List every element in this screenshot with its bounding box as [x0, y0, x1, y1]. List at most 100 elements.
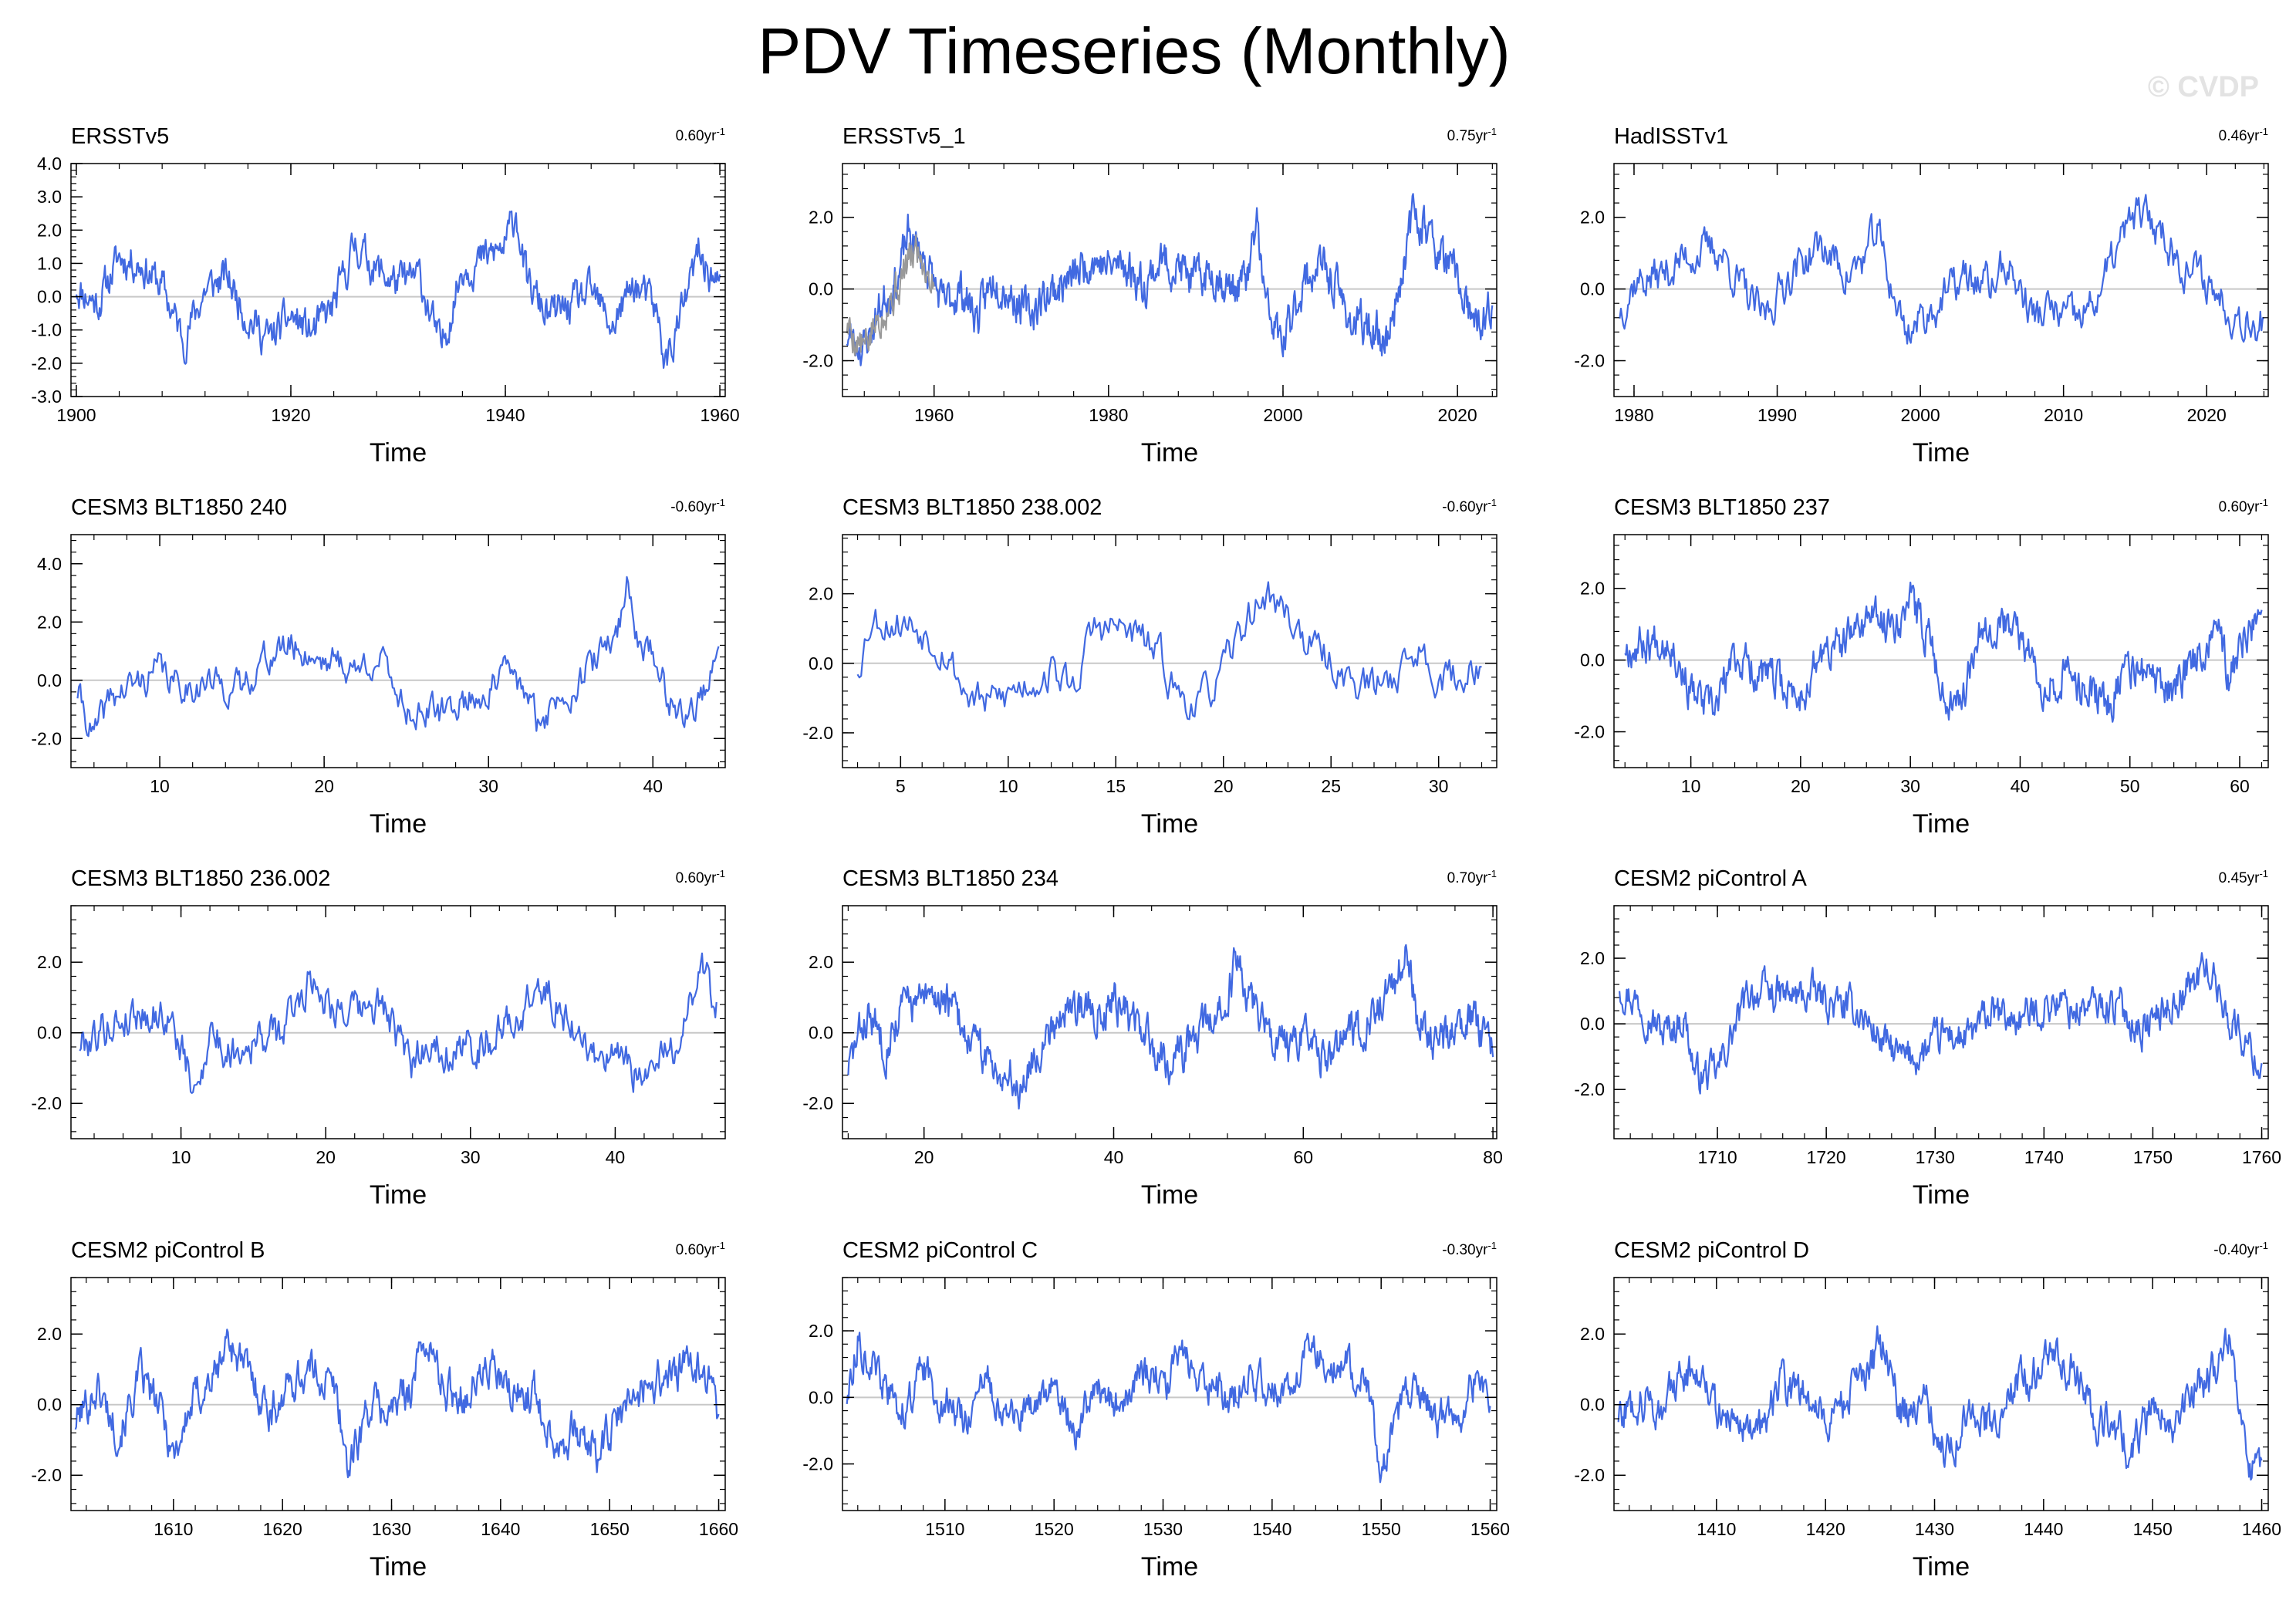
y-tick-label: -2.0 — [1574, 1079, 1605, 1099]
y-tick-label: -2.0 — [31, 728, 62, 748]
series-line — [1619, 194, 2265, 345]
x-tick-label: 1920 — [271, 405, 310, 425]
x-axis-label: Time — [1913, 1552, 1970, 1582]
x-tick-label: 60 — [2230, 776, 2250, 796]
y-tick-label: -2.0 — [1574, 351, 1605, 371]
x-axis-label: Time — [1141, 809, 1198, 839]
x-tick-label: 1960 — [914, 405, 954, 425]
x-tick-label: 1550 — [1362, 1519, 1401, 1539]
y-tick-label: 0.0 — [37, 1023, 62, 1043]
x-tick-label: 1510 — [925, 1519, 964, 1539]
y-tick-label: 0.0 — [809, 279, 833, 299]
y-tick-label: 2.0 — [1580, 208, 1605, 228]
x-tick-label: 1940 — [485, 405, 525, 425]
panel-title: CESM2 piControl B — [71, 1238, 265, 1263]
x-tick-label: 1560 — [1470, 1519, 1510, 1539]
y-tick-label: -1.0 — [31, 320, 62, 340]
trend-label: 0.75yr-1 — [1447, 126, 1497, 145]
panel-12: CESM2 piControl D -0.40yr-1 1410 1420 1430 14… — [1574, 1238, 2281, 1582]
series-line — [1619, 952, 2263, 1095]
x-axis-label: Time — [370, 1180, 427, 1210]
x-tick-label: 1610 — [154, 1519, 193, 1539]
y-tick-label: 2.0 — [809, 584, 833, 604]
panel-6: CESM3 BLT1850 237 0.60yr-1 10 20 30 40 50 60 -2.… — [1574, 495, 2269, 839]
x-tick-label: 30 — [1429, 776, 1449, 796]
x-tick-label: 20 — [316, 1147, 336, 1167]
panel-11: CESM2 piControl C -0.30yr-1 1510 1520 1530 15… — [802, 1238, 1510, 1582]
panel-2: ERSSTv5_1 0.75yr-1 1960 1980 2000 2020 -2.0 0.0… — [802, 124, 1497, 468]
panel-title: CESM3 BLT1850 240 — [71, 495, 287, 520]
x-tick-label: 1980 — [1089, 405, 1128, 425]
panel-title: ERSSTv5 — [71, 124, 169, 149]
trend-label: 0.46yr-1 — [2219, 126, 2268, 145]
y-tick-label: 0.0 — [1580, 650, 1605, 670]
panel-9: CESM2 piControl A 0.45yr-1 1710 1720 1730 174… — [1574, 866, 2281, 1210]
y-tick-label: -2.0 — [31, 1465, 62, 1485]
x-axis-label: Time — [1913, 1180, 1970, 1210]
x-tick-label: 20 — [1214, 776, 1234, 796]
plot-frame — [842, 163, 1497, 397]
x-tick-label: 1710 — [1697, 1147, 1737, 1167]
panel-title: CESM3 BLT1850 234 — [842, 866, 1059, 891]
plot-frame — [1613, 534, 2269, 768]
y-tick-label: -2.0 — [802, 351, 833, 371]
panel-1: ERSSTv5 0.60yr-1 1900 1920 1940 1960 -3.0 -2.0 -… — [31, 124, 739, 468]
figure-title: PDV Timeseries (Monthly) — [758, 15, 1511, 87]
plot-frame — [70, 534, 726, 768]
panel-title: CESM2 piControl C — [842, 1238, 1038, 1263]
x-tick-label: 10 — [998, 776, 1018, 796]
plot-frame — [1613, 905, 2269, 1139]
x-tick-label: 1530 — [1143, 1519, 1183, 1539]
x-tick-label: 1900 — [56, 405, 96, 425]
panel-7: CESM3 BLT1850 236.002 0.60yr-1 10 20 30 40 -2.… — [31, 866, 726, 1210]
y-tick-label: 2.0 — [37, 220, 62, 240]
x-tick-label: 1630 — [372, 1519, 411, 1539]
x-tick-label: 1450 — [2133, 1519, 2173, 1539]
panel-4: CESM3 BLT1850 240 -0.60yr-1 10 20 30 40 -2.0 0.… — [31, 495, 726, 839]
y-tick-label: 4.0 — [37, 154, 62, 174]
panel-title: CESM3 BLT1850 236.002 — [71, 866, 330, 891]
x-tick-label: 1540 — [1252, 1519, 1292, 1539]
x-tick-label: 2000 — [1901, 405, 1940, 425]
panel-title: HadISSTv1 — [1614, 124, 1728, 149]
y-tick-label: 2.0 — [1580, 948, 1605, 968]
x-tick-label: 15 — [1106, 776, 1126, 796]
y-tick-label: 2.0 — [1580, 1324, 1605, 1344]
trend-label: 0.60yr-1 — [676, 126, 725, 145]
panel-title: CESM2 piControl A — [1614, 866, 1807, 891]
x-tick-label: 1750 — [2133, 1147, 2173, 1167]
y-tick-label: -3.0 — [31, 387, 62, 407]
y-tick-label: 2.0 — [809, 208, 833, 228]
y-tick-label: 0.0 — [1580, 279, 1605, 299]
y-tick-label: 0.0 — [809, 1023, 833, 1043]
x-tick-label: 1760 — [2242, 1147, 2281, 1167]
panel-title: CESM2 piControl D — [1614, 1238, 1809, 1263]
x-tick-label: 30 — [478, 776, 498, 796]
y-tick-label: -2.0 — [802, 723, 833, 743]
x-tick-label: 1740 — [2024, 1147, 2064, 1167]
trend-label: 0.70yr-1 — [1447, 868, 1497, 887]
x-tick-label: 40 — [643, 776, 663, 796]
plot-frame — [842, 1277, 1497, 1511]
x-tick-label: 20 — [914, 1147, 934, 1167]
series-line — [847, 944, 1494, 1110]
x-axis-label: Time — [1913, 438, 1970, 468]
x-tick-label: 40 — [606, 1147, 626, 1167]
series-line — [846, 1332, 1491, 1484]
plot-frame — [70, 905, 726, 1139]
series-line — [75, 210, 721, 370]
y-tick-label: 2.0 — [1580, 579, 1605, 599]
y-tick-label: 2.0 — [809, 952, 833, 972]
y-tick-label: -2.0 — [1574, 1465, 1605, 1485]
x-tick-label: 1650 — [590, 1519, 630, 1539]
x-tick-label: 40 — [1104, 1147, 1124, 1167]
x-tick-label: 1980 — [1614, 405, 1653, 425]
x-tick-label: 50 — [2120, 776, 2140, 796]
panel-title: ERSSTv5_1 — [842, 124, 966, 149]
x-axis-label: Time — [1141, 1180, 1198, 1210]
x-tick-label: 1660 — [699, 1519, 738, 1539]
x-tick-label: 1730 — [1916, 1147, 1955, 1167]
x-tick-label: 1620 — [263, 1519, 302, 1539]
y-tick-label: 0.0 — [1580, 1395, 1605, 1415]
y-tick-label: -2.0 — [1574, 722, 1605, 742]
